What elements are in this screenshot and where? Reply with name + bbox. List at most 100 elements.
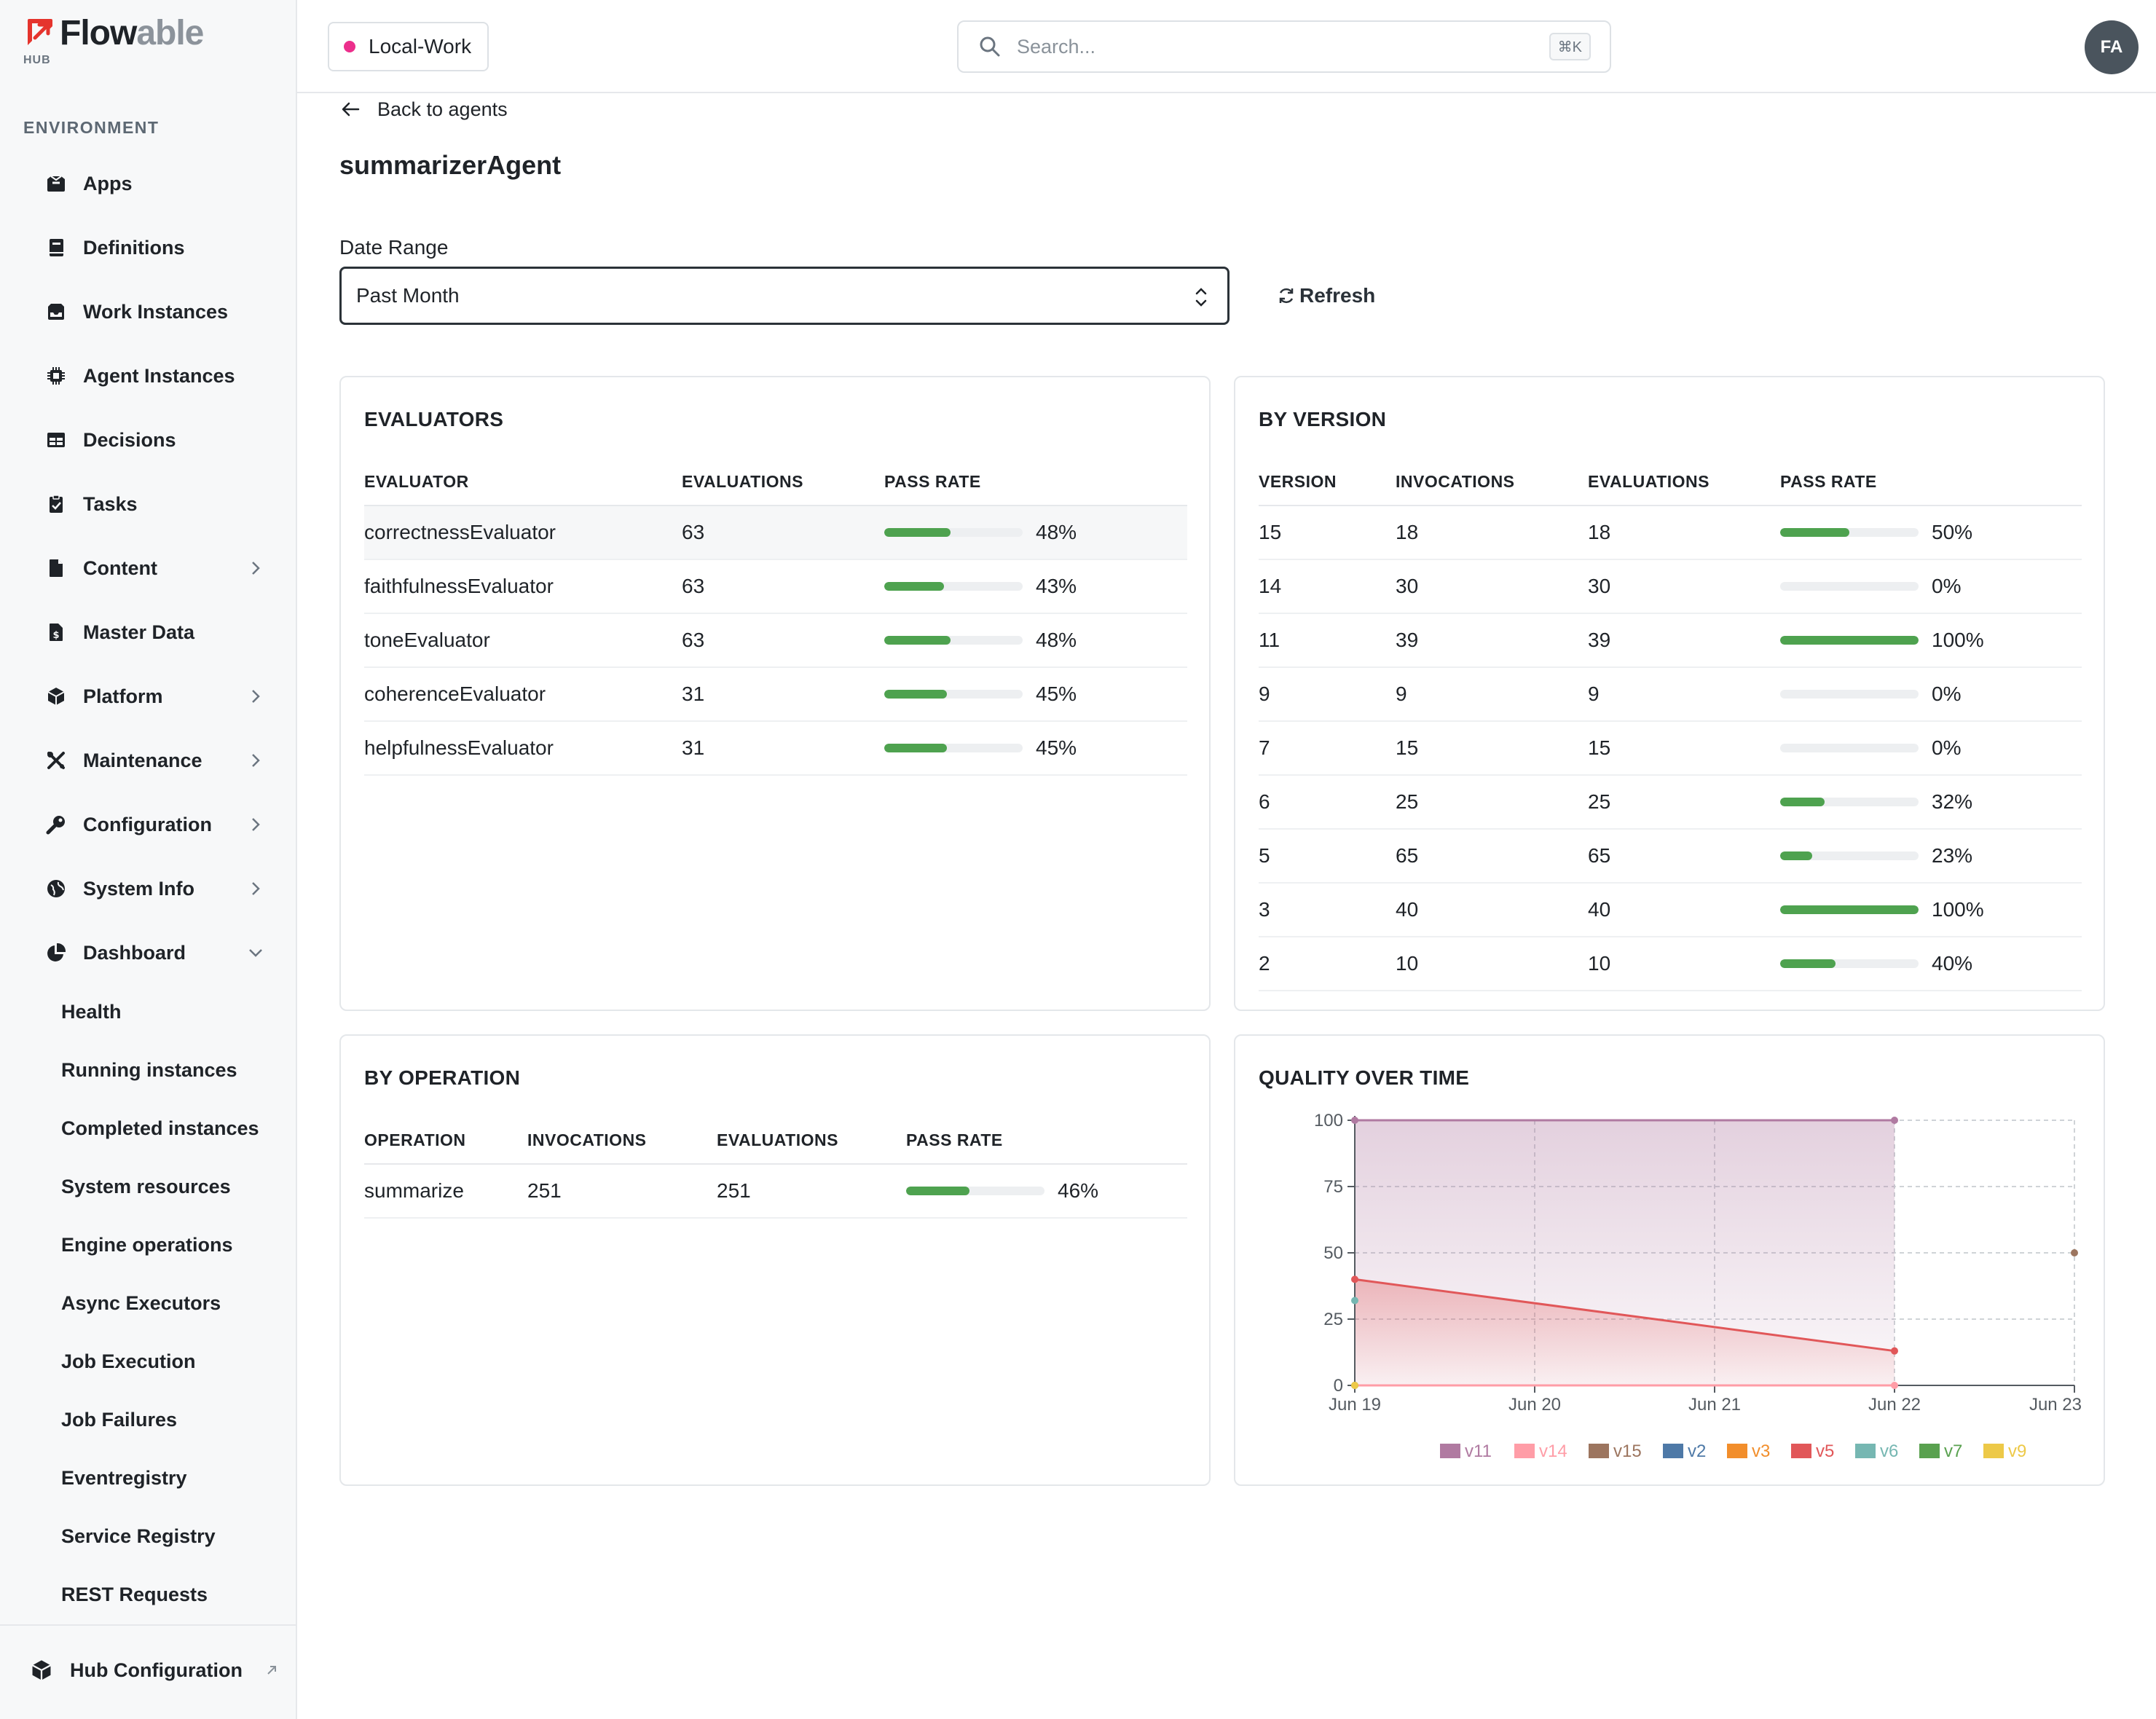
pass-rate-cell: 100% [1780, 613, 2082, 668]
chart-y-tick-label: 0 [1334, 1376, 1343, 1396]
sidebar-subitem-system-resources[interactable]: System resources [61, 1176, 231, 1197]
table-row[interactable]: toneEvaluator 63 48% [364, 613, 1187, 668]
sidebar-item-system-info[interactable]: System Info [26, 867, 274, 910]
table-row[interactable]: faithfulnessEvaluator 63 43% [364, 559, 1187, 614]
sidebar-subitem-completed-instances[interactable]: Completed instances [61, 1117, 259, 1139]
sidebar-subitem-service-registry[interactable]: Service Registry [61, 1525, 216, 1547]
pass-rate-cell: 100% [1780, 883, 2082, 937]
version-number: 2 [1259, 937, 1396, 991]
column-header[interactable]: EVALUATIONS [682, 472, 884, 506]
sidebar-subitem-rest-requests[interactable]: REST Requests [61, 1584, 208, 1605]
sidebar-item-dashboard[interactable]: Dashboard [26, 931, 274, 975]
chart-x-tick-label: Jun 21 [1688, 1395, 1741, 1415]
pass-rate: 48% [884, 629, 1187, 652]
sidebar-subitem-engine-operations[interactable]: Engine operations [61, 1234, 233, 1256]
chart-y-tick-label: 25 [1323, 1310, 1343, 1329]
page-title: summarizerAgent [339, 150, 562, 180]
sidebar-item-master-data[interactable]: $ Master Data [26, 610, 274, 654]
table-row[interactable]: 11 39 39 100% [1259, 613, 2082, 668]
sidebar-item-apps[interactable]: Apps [26, 162, 274, 205]
table-row[interactable]: 15 18 18 50% [1259, 506, 2082, 560]
user-avatar[interactable]: FA [2085, 20, 2139, 74]
sidebar-subitem-job-execution[interactable]: Job Execution [61, 1350, 196, 1372]
pass-rate-bar [1780, 690, 1919, 699]
table-row[interactable]: summarize 251 251 46% [364, 1164, 1187, 1219]
pass-rate-cell: 46% [906, 1164, 1187, 1219]
table-row[interactable]: coherenceEvaluator 31 45% [364, 667, 1187, 722]
pass-rate: 0% [1780, 575, 2082, 598]
sidebar-subitem-async-executors[interactable]: Async Executors [61, 1292, 221, 1314]
sidebar-subitem-job-failures[interactable]: Job Failures [61, 1409, 178, 1431]
pass-rate-text: 0% [1932, 575, 1962, 597]
column-header[interactable]: PASS RATE [884, 472, 1187, 506]
table-row[interactable]: 9 9 9 0% [1259, 667, 2082, 722]
evaluator-name: faithfulnessEvaluator [364, 559, 682, 614]
sidebar-subitem-running-instances[interactable]: Running instances [61, 1059, 237, 1081]
pass-rate-bar-fill [884, 582, 944, 591]
search-input[interactable] [1017, 35, 1527, 58]
pie-chart-icon [44, 940, 68, 965]
column-header[interactable]: EVALUATOR [364, 472, 682, 506]
sidebar-item-label: Maintenance [83, 749, 202, 771]
table-row[interactable]: 3 40 40 100% [1259, 883, 2082, 937]
table-row[interactable]: 14 30 30 0% [1259, 559, 2082, 614]
search-box[interactable]: ⌘K [957, 20, 1611, 73]
book-icon [44, 235, 68, 260]
table-row[interactable]: helpfulnessEvaluator 31 45% [364, 721, 1187, 776]
chart-point-v11 [1351, 1117, 1358, 1124]
sidebar-subitem-eventregistry[interactable]: Eventregistry [61, 1467, 187, 1489]
sidebar-item-definitions[interactable]: Definitions [26, 226, 274, 270]
sidebar-item-platform[interactable]: Platform [26, 674, 274, 718]
column-header[interactable]: PASS RATE [906, 1130, 1187, 1165]
chevron-up-down-icon [1195, 288, 1207, 307]
date-range-value: Past Month [356, 284, 460, 307]
legend-swatch-v9 [1983, 1444, 2004, 1458]
sidebar-item-agent-instances[interactable]: Agent Instances [26, 354, 274, 398]
pass-rate-bar [884, 744, 1023, 752]
pass-rate-text: 100% [1932, 898, 1984, 921]
pass-rate-text: 0% [1932, 683, 1962, 705]
pass-rate-cell: 32% [1780, 775, 2082, 830]
legend-label-v7: v7 [1944, 1441, 1962, 1461]
column-header[interactable]: INVOCATIONS [1396, 472, 1588, 506]
evaluations-count: 40 [1588, 883, 1780, 937]
table-row[interactable]: 6 25 25 32% [1259, 775, 2082, 830]
pass-rate-text: 45% [1036, 683, 1077, 705]
column-header[interactable]: EVALUATIONS [717, 1130, 906, 1165]
cube-icon [31, 1660, 52, 1680]
column-header[interactable]: EVALUATIONS [1588, 472, 1780, 506]
table-header-row: EVALUATOR EVALUATIONS PASS RATE [364, 472, 1187, 506]
table-row[interactable]: 5 65 65 23% [1259, 829, 2082, 884]
sidebar-item-content[interactable]: Content [26, 546, 274, 590]
environment-selector[interactable]: Local-Work [328, 22, 489, 71]
sidebar-item-label: Content [83, 556, 157, 579]
table-row[interactable]: 7 15 15 0% [1259, 721, 2082, 776]
pass-rate-bar [884, 582, 1023, 591]
table-row[interactable]: 2 10 10 40% [1259, 937, 2082, 991]
invocations-count: 40 [1396, 883, 1588, 937]
pass-rate: 46% [906, 1179, 1187, 1203]
arrow-left-icon [342, 102, 360, 117]
table-row[interactable]: correctnessEvaluator 63 48% [364, 506, 1187, 560]
pass-rate-cell: 48% [884, 506, 1187, 560]
version-number: 15 [1259, 506, 1396, 560]
sidebar-item-work-instances[interactable]: Work Instances [26, 290, 274, 334]
sidebar-item-label: Master Data [83, 621, 195, 643]
chevron-right-icon [252, 690, 260, 703]
sidebar-item-hub-configuration[interactable]: Hub Configuration [0, 1624, 296, 1719]
refresh-button[interactable]: Refresh [1276, 284, 1375, 307]
column-header[interactable]: OPERATION [364, 1130, 527, 1165]
column-header[interactable]: INVOCATIONS [527, 1130, 717, 1165]
legend-label-v3: v3 [1752, 1441, 1770, 1461]
sidebar-item-configuration[interactable]: Configuration [26, 803, 274, 846]
back-to-agents-link[interactable]: Back to agents [339, 95, 508, 124]
pass-rate-cell: 0% [1780, 667, 2082, 722]
sidebar-item-tasks[interactable]: Tasks [26, 482, 274, 526]
sidebar-item-decisions[interactable]: Decisions [26, 418, 274, 462]
column-header[interactable]: VERSION [1259, 472, 1396, 506]
column-header[interactable]: PASS RATE [1780, 472, 2082, 506]
sidebar-subitem-health[interactable]: Health [61, 1001, 122, 1023]
brand-logo[interactable]: Flowable [23, 13, 204, 54]
date-range-select[interactable]: Past Month [339, 267, 1230, 325]
sidebar-item-maintenance[interactable]: Maintenance [26, 739, 274, 782]
